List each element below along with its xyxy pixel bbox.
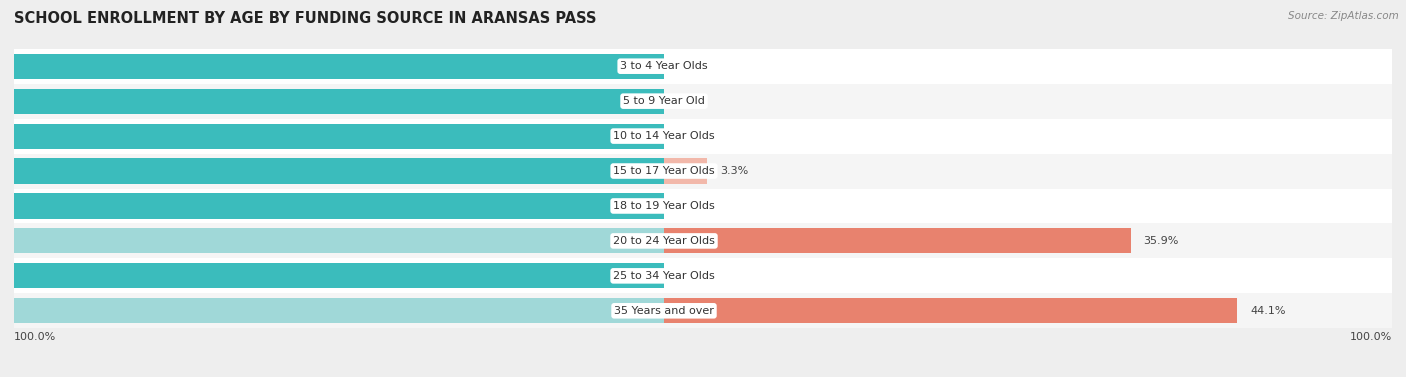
Bar <box>0 298 664 323</box>
Text: SCHOOL ENROLLMENT BY AGE BY FUNDING SOURCE IN ARANSAS PASS: SCHOOL ENROLLMENT BY AGE BY FUNDING SOUR… <box>14 11 596 26</box>
Bar <box>14 258 1392 293</box>
Text: 3.3%: 3.3% <box>720 166 748 176</box>
Text: 0.0%: 0.0% <box>678 201 706 211</box>
Text: 100.0%: 100.0% <box>1350 333 1392 342</box>
Bar <box>0 158 664 184</box>
Text: 3 to 4 Year Olds: 3 to 4 Year Olds <box>620 61 707 71</box>
Bar <box>0 54 664 79</box>
Text: 0.0%: 0.0% <box>678 271 706 281</box>
Bar <box>14 49 1392 84</box>
Text: Source: ZipAtlas.com: Source: ZipAtlas.com <box>1288 11 1399 21</box>
Bar <box>14 188 1392 224</box>
Bar <box>14 224 1392 258</box>
Text: 0.0%: 0.0% <box>678 131 706 141</box>
Text: 0.0%: 0.0% <box>678 61 706 71</box>
Bar <box>0 89 664 114</box>
Text: 44.1%: 44.1% <box>1250 306 1285 316</box>
Text: 5 to 9 Year Old: 5 to 9 Year Old <box>623 96 704 106</box>
Bar <box>14 119 1392 153</box>
Text: 100.0%: 100.0% <box>14 333 56 342</box>
Bar <box>664 158 707 184</box>
Bar <box>14 293 1392 328</box>
Bar <box>14 84 1392 119</box>
Bar <box>664 298 1237 323</box>
Text: 35 Years and over: 35 Years and over <box>614 306 714 316</box>
Bar <box>14 153 1392 188</box>
Text: 20 to 24 Year Olds: 20 to 24 Year Olds <box>613 236 714 246</box>
Text: 35.9%: 35.9% <box>1143 236 1180 246</box>
Bar <box>0 263 664 288</box>
Text: 18 to 19 Year Olds: 18 to 19 Year Olds <box>613 201 714 211</box>
Text: 10 to 14 Year Olds: 10 to 14 Year Olds <box>613 131 714 141</box>
Bar <box>664 228 1130 253</box>
Text: 25 to 34 Year Olds: 25 to 34 Year Olds <box>613 271 714 281</box>
Bar <box>0 124 664 149</box>
Text: 15 to 17 Year Olds: 15 to 17 Year Olds <box>613 166 714 176</box>
Bar <box>0 228 664 253</box>
Bar <box>0 193 664 219</box>
Text: 0.0%: 0.0% <box>678 96 706 106</box>
